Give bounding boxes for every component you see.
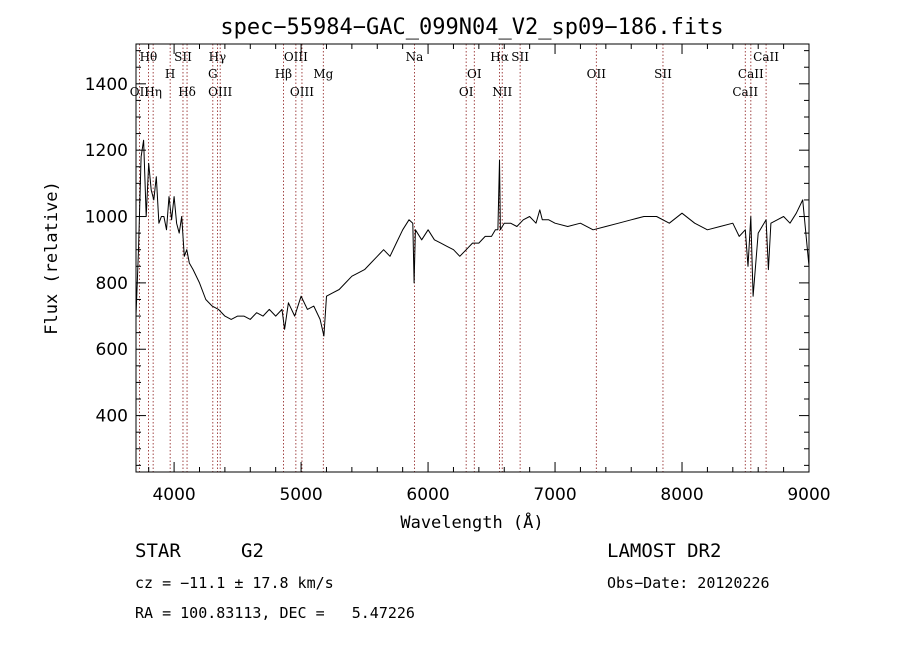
x-tick-label: 8000 — [660, 485, 703, 505]
y-tick-label: 400 — [96, 407, 128, 427]
spectral-subclass: G2 — [241, 540, 264, 562]
x-tick-label: 4000 — [152, 485, 195, 505]
line-marker-label-16: Hα — [490, 50, 509, 64]
emission-line-markers: HθOIIHηHSIIHδHγGOIIIOIIIHβOIIIMgNaOIOIHα… — [130, 44, 779, 472]
line-marker-label-13: Na — [406, 50, 424, 64]
line-marker-label-8: OIII — [208, 85, 232, 99]
line-marker-label-5: Hδ — [178, 85, 196, 99]
y-tick-label: 800 — [96, 274, 128, 294]
line-marker-label-21: CaII — [753, 50, 779, 64]
line-marker-label-12: Mg — [313, 67, 333, 81]
observation-date: Obs−Date: 20120226 — [607, 574, 770, 592]
spectrum-series — [135, 139, 810, 337]
line-marker-label-11: OIII — [290, 85, 314, 99]
line-marker-label-1: OII — [130, 85, 150, 99]
line-marker-label-19: OII — [587, 67, 607, 81]
object-class: STAR — [135, 540, 181, 562]
plot-frame — [135, 43, 810, 473]
x-axis-label: Wavelength (Å) — [400, 511, 543, 533]
coordinates-readout: RA = 100.83113, DEC = 5.47226 — [135, 604, 415, 622]
line-marker-label-15: OI — [459, 85, 474, 99]
line-marker-label-22: CaII — [738, 67, 764, 81]
line-marker-label-6: Hγ — [209, 50, 227, 64]
x-tick-label: 9000 — [787, 485, 830, 505]
y-tick-label: 600 — [96, 340, 128, 360]
chart-title: spec−55984−GAC_099N04_V2_sp09−186.fits — [220, 15, 723, 40]
line-marker-label-23: CaII — [732, 85, 758, 99]
x-tick-label: 6000 — [406, 485, 449, 505]
y-tick-label: 1400 — [85, 75, 128, 95]
x-tick-label: 7000 — [533, 485, 576, 505]
x-tick-label: 5000 — [279, 485, 322, 505]
y-axis-label: Flux (relative) — [42, 181, 62, 335]
redshift-readout: cz = −11.1 ± 17.8 km/s — [135, 574, 334, 592]
line-marker-label-9: OIII — [284, 50, 308, 64]
line-marker-label-3: H — [165, 67, 175, 81]
line-marker-label-10: Hβ — [275, 67, 292, 81]
line-marker-label-14: OI — [467, 67, 482, 81]
line-marker-label-2: Hη — [144, 85, 162, 99]
survey-name: LAMOST DR2 — [607, 540, 722, 562]
y-tick-label: 1200 — [85, 141, 128, 161]
y-tick-label: 1000 — [85, 208, 128, 228]
line-marker-label-17: SII — [511, 50, 529, 64]
line-marker-label-0: Hθ — [140, 50, 158, 64]
axis-ticks: 4000 5000 6000 7000 8000 9000 400 600 800 1000 120… — [85, 44, 831, 505]
line-marker-label-20: SII — [654, 67, 672, 81]
spectrum-line-0 — [135, 139, 810, 337]
line-marker-label-7: G — [208, 67, 218, 81]
line-marker-label-18: NII — [492, 85, 512, 99]
line-marker-label-4: SII — [174, 50, 192, 64]
